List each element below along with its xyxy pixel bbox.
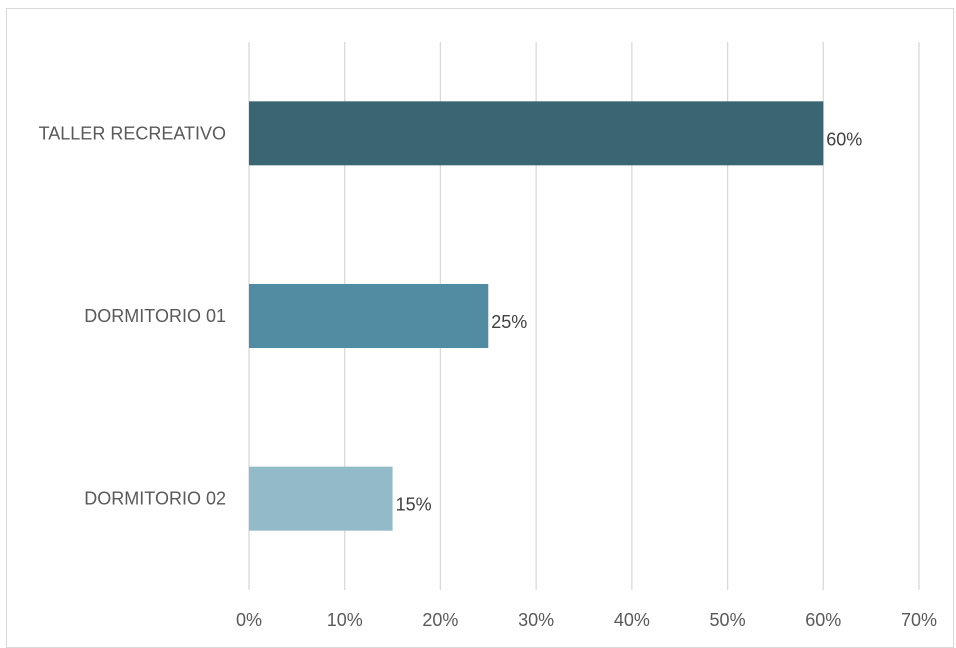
data-label: 15% bbox=[396, 495, 432, 515]
x-tick-label: 70% bbox=[901, 610, 937, 630]
bar bbox=[249, 466, 393, 531]
category-label: TALLER RECREATIVO bbox=[39, 123, 226, 143]
x-tick-label: 40% bbox=[614, 610, 650, 630]
x-tick-label: 50% bbox=[710, 610, 746, 630]
x-tick-label: 10% bbox=[327, 610, 363, 630]
data-label: 25% bbox=[491, 312, 527, 332]
x-tick-label: 60% bbox=[805, 610, 841, 630]
data-label: 60% bbox=[826, 129, 862, 149]
bar bbox=[249, 284, 489, 348]
x-tick-label: 0% bbox=[236, 610, 262, 630]
x-tick-label: 30% bbox=[518, 610, 554, 630]
category-label: DORMITORIO 02 bbox=[84, 489, 226, 509]
x-tick-label: 20% bbox=[422, 610, 458, 630]
bar bbox=[249, 101, 824, 166]
category-label: DORMITORIO 01 bbox=[84, 306, 226, 326]
